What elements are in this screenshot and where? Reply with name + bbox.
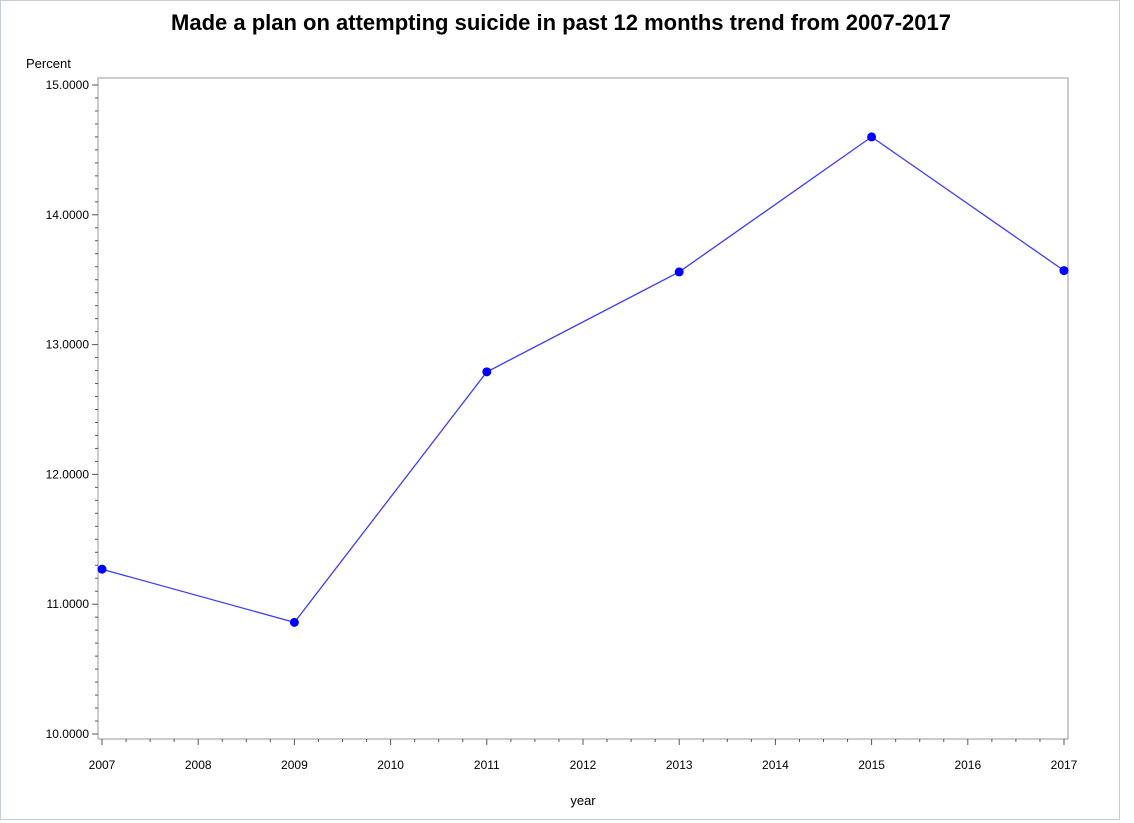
x-tick-label: 2011 [474, 758, 500, 772]
y-tick-label: 11.0000 [47, 597, 90, 611]
x-tick-label: 2012 [570, 758, 597, 772]
x-tick-label: 2014 [762, 758, 789, 772]
y-tick-label: 12.0000 [46, 467, 90, 481]
data-point [289, 617, 299, 627]
chart-title: Made a plan on attempting suicide in pas… [171, 10, 951, 35]
x-tick-label: 2009 [281, 758, 308, 772]
data-point [97, 564, 107, 574]
plot-area [97, 77, 1069, 740]
x-tick-label: 2008 [185, 758, 212, 772]
data-point [867, 132, 877, 142]
y-tick-label: 10.0000 [46, 727, 90, 741]
x-tick-label: 2013 [666, 758, 693, 772]
series-layer [97, 132, 1069, 627]
y-axis-title: Percent [26, 56, 71, 71]
x-axis: 2007 2008 2009 2010 2011 2012 2013 2014 2015 2016… [89, 739, 1078, 772]
y-tick-label: 13.0000 [46, 338, 90, 352]
x-tick-label: 2016 [954, 758, 981, 772]
data-point [482, 367, 492, 377]
data-point [674, 267, 684, 277]
x-tick-label: 2015 [858, 758, 885, 772]
x-tick-label: 2007 [89, 758, 116, 772]
y-tick-label: 14.0000 [46, 208, 90, 222]
series-line [101, 136, 1065, 624]
x-tick-label: 2017 [1051, 758, 1078, 772]
data-point [1059, 266, 1069, 276]
x-tick-label: 2010 [377, 758, 404, 772]
y-axis: 10.0000 11.0000 12.0000 13.0000 14.0000 15.00… [46, 78, 98, 741]
x-axis-title: year [570, 793, 596, 808]
y-tick-label: 15.0000 [46, 78, 90, 92]
